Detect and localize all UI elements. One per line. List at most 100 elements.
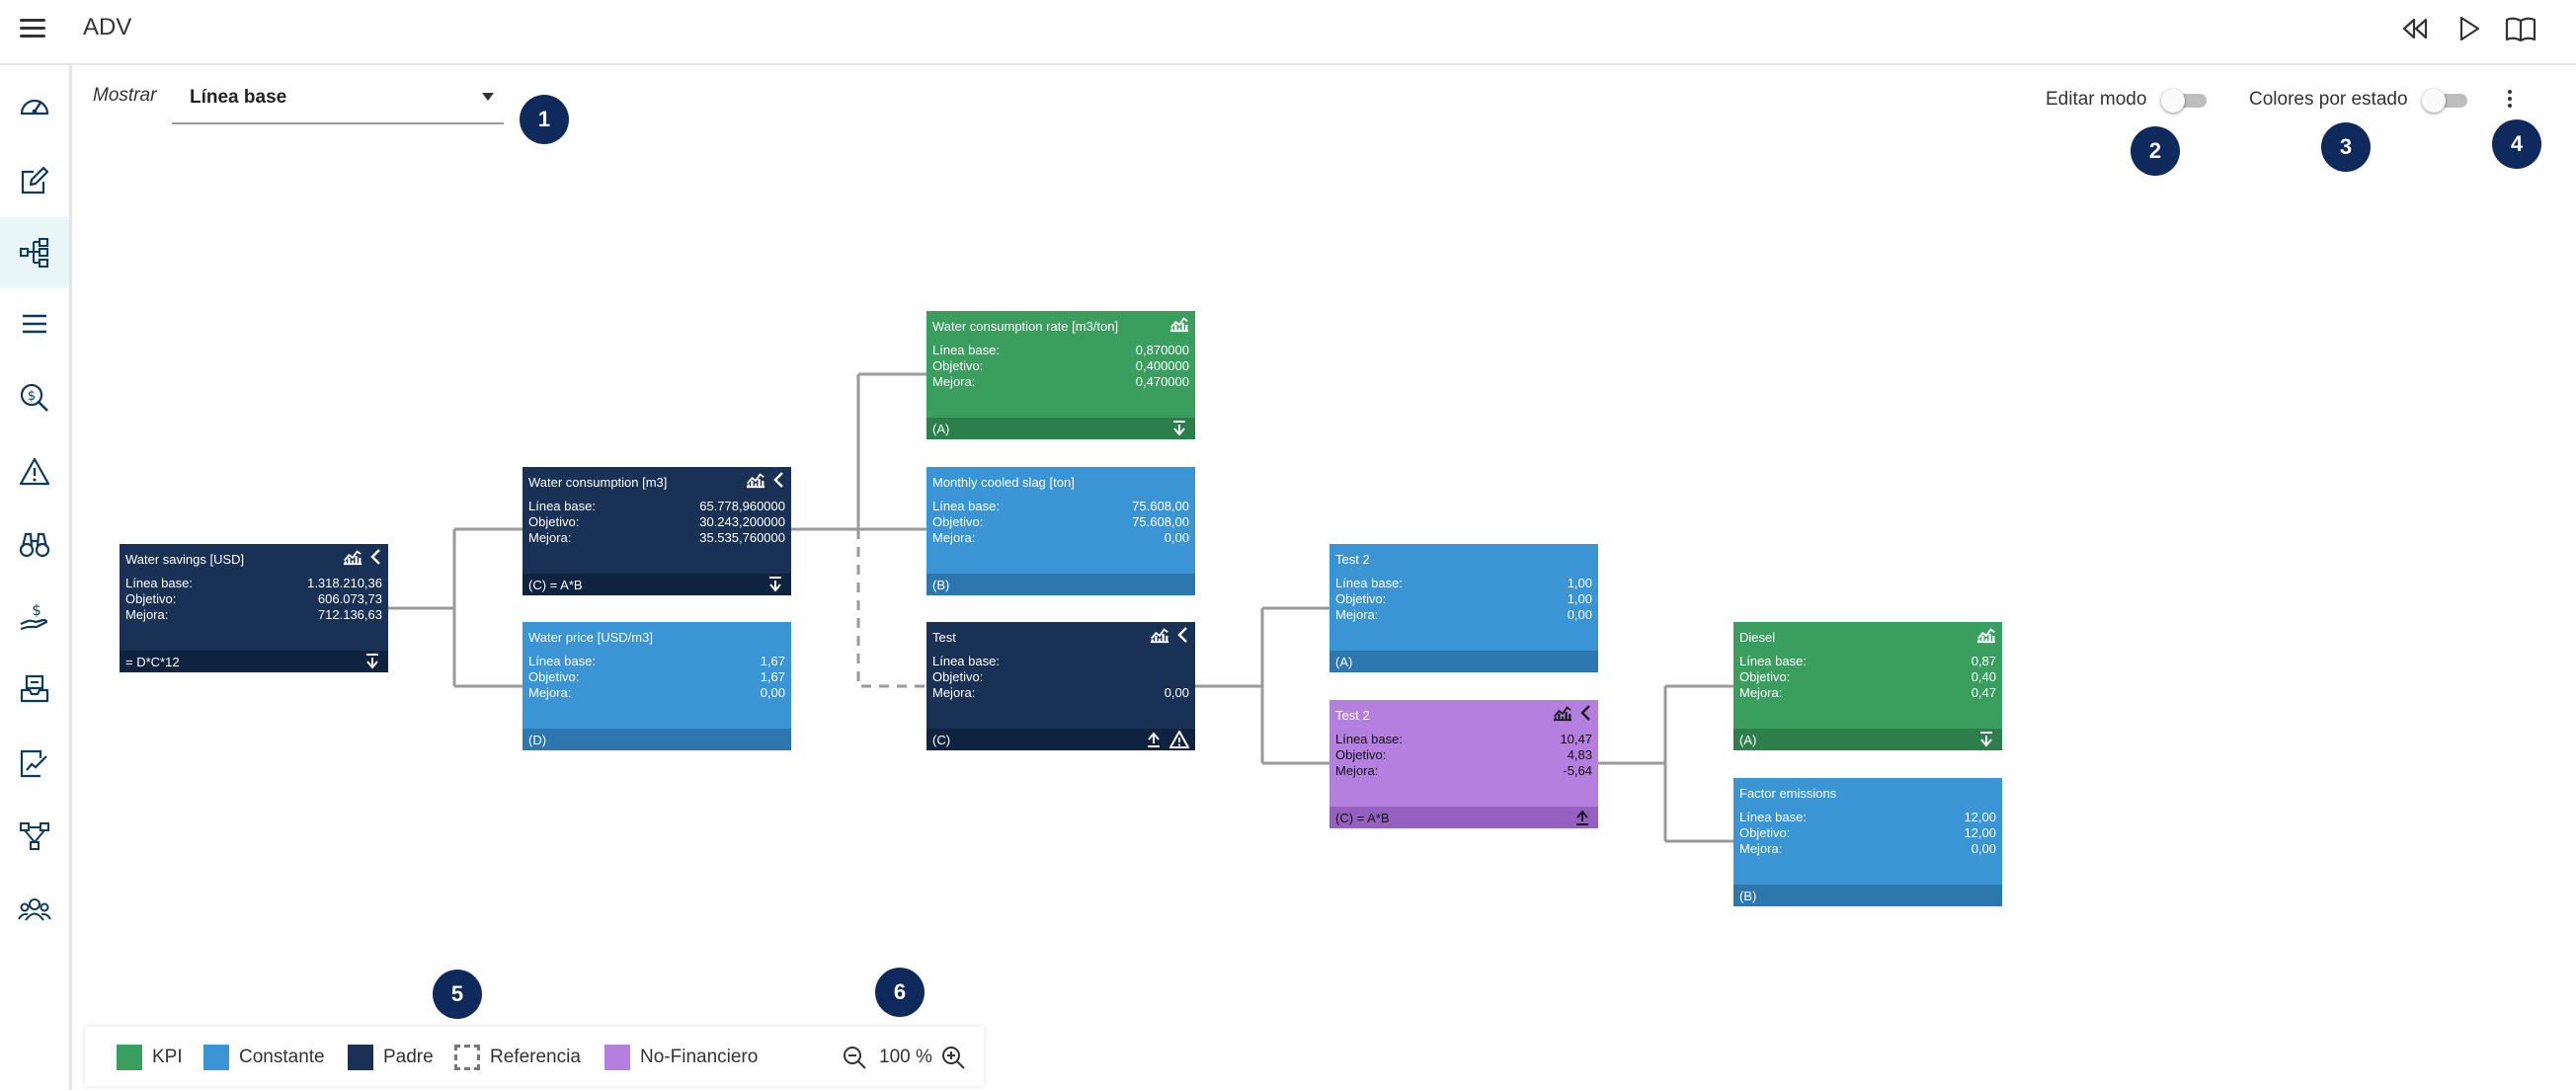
binoculars-icon: [19, 532, 50, 558]
sidebar-item-inbox[interactable]: [0, 654, 69, 725]
row-target: Objetivo: 75.608,00: [932, 514, 1189, 529]
sidebar-item-tree[interactable]: [0, 217, 69, 288]
node-diesel[interactable]: Diesel Línea base: 0,87 Objetivo: 0,40 Mej…: [1733, 622, 2002, 750]
list-icon: [23, 314, 46, 334]
node-footer: (B): [1733, 885, 2002, 906]
row-target: Objetivo: 30.243,200000: [528, 514, 785, 529]
legend-referencia: Referencia: [454, 1045, 581, 1070]
more-options-icon[interactable]: [2505, 87, 2515, 115]
node-title: Factor emissions: [1739, 786, 1837, 801]
collapse-down-icon[interactable]: [362, 653, 382, 670]
collapse-icon[interactable]: [771, 471, 785, 489]
inbox-icon: [20, 674, 49, 703]
row-improvement: Mejora: 0,00: [932, 530, 1189, 545]
chart-icon[interactable]: [1150, 626, 1169, 644]
row-baseline: Línea base:: [932, 654, 1000, 668]
badge-4: 4: [2492, 119, 2541, 169]
warning-icon[interactable]: [1169, 731, 1189, 748]
users-icon: [18, 898, 51, 921]
node-title: Water consumption rate [m3/ton]: [932, 319, 1119, 334]
node-footer: (A): [1329, 651, 1598, 672]
expand-up-icon[interactable]: [1572, 809, 1592, 826]
chart-icon[interactable]: [1553, 704, 1572, 722]
row-baseline: Línea base: 65.778,960000: [528, 499, 785, 513]
legend-bar: KPI Constante Padre Referencia No-Financ…: [85, 1027, 984, 1086]
legend-swatch-referencia: [454, 1045, 480, 1070]
search-money-icon: $: [20, 383, 48, 412]
hand-money-icon: $: [20, 601, 48, 631]
row-target: Objetivo: 606.073,73: [125, 591, 382, 606]
tree-icon: [20, 238, 48, 268]
row-improvement: Mejora: 0,00: [932, 685, 1189, 700]
node-test-2-constant[interactable]: Test 2 Línea base: 1,00 Objetivo: 1,00 Mej…: [1329, 544, 1598, 672]
chart-icon[interactable]: [343, 548, 362, 566]
row-improvement: Mejora: 0,00: [528, 685, 785, 700]
menu-icon[interactable]: [20, 14, 45, 41]
badge-5: 5: [433, 970, 482, 1019]
node-test-2-non-financial[interactable]: Test 2 Línea base: 10,47 Objetivo: 4,83 Me…: [1329, 700, 1598, 828]
collapse-down-icon[interactable]: [1169, 420, 1189, 437]
node-formula: (D): [528, 733, 547, 747]
node-footer: (C): [926, 729, 1195, 750]
legend-swatch-padre: [348, 1045, 373, 1070]
zoom-level: 100 %: [879, 1047, 932, 1067]
legend-no-financiero: No-Financiero: [604, 1045, 758, 1070]
sidebar-item-search-money[interactable]: $: [0, 362, 69, 433]
sidebar-item-edit[interactable]: [0, 145, 69, 216]
node-water-savings[interactable]: Water savings [USD] Línea base: 1.318.210…: [120, 544, 388, 672]
sidebar-item-list[interactable]: [0, 288, 69, 359]
chart-icon[interactable]: [746, 471, 765, 489]
node-footer: (C) = A*B: [523, 574, 791, 595]
node-formula: (C) = A*B: [1335, 811, 1390, 825]
row-target: Objetivo: 1,67: [528, 669, 785, 684]
legend-padre: Padre: [348, 1045, 434, 1070]
chart-icon[interactable]: [1976, 626, 1996, 644]
node-water-consumption-rate[interactable]: Water consumption rate [m3/ton] Línea ba…: [926, 311, 1195, 439]
zoom-out-icon[interactable]: [842, 1045, 867, 1070]
legend-kpi: KPI: [117, 1045, 183, 1070]
report-chart-icon: [20, 749, 47, 778]
collapse-icon[interactable]: [1578, 704, 1592, 722]
node-title: Monthly cooled slag [ton]: [932, 475, 1075, 490]
node-water-consumption[interactable]: Water consumption [m3] Línea base: 65.778…: [523, 467, 791, 595]
sidebar-item-binoculars[interactable]: [0, 508, 69, 580]
collapse-down-icon[interactable]: [1976, 731, 1996, 748]
sidebar-item-workflow[interactable]: [0, 801, 69, 872]
app-title: ADV: [83, 14, 132, 40]
sidebar-item-dashboard[interactable]: [0, 71, 69, 142]
node-formula: = D*C*12: [125, 655, 180, 669]
node-footer: (A): [926, 418, 1195, 439]
node-test[interactable]: Test Línea base: Objetivo: Mejora: 0,00 (…: [926, 622, 1195, 750]
expand-up-icon[interactable]: [1144, 731, 1164, 748]
sidebar-item-reports[interactable]: [0, 728, 69, 799]
node-formula: (A): [1335, 655, 1353, 669]
play-icon[interactable]: [2452, 12, 2485, 45]
colors-by-state-toggle[interactable]: [2422, 89, 2469, 113]
svg-text:$: $: [32, 601, 41, 619]
node-formula: (B): [1739, 889, 1757, 903]
chart-icon[interactable]: [1169, 315, 1189, 333]
row-improvement: Mejora: 0,470000: [932, 374, 1189, 389]
book-icon[interactable]: [2504, 12, 2537, 45]
edit-mode-toggle[interactable]: [2161, 89, 2209, 113]
row-target: Objetivo: 0,400000: [932, 358, 1189, 373]
zoom-in-icon[interactable]: [940, 1045, 966, 1070]
sidebar-item-users[interactable]: [0, 875, 69, 946]
node-water-price[interactable]: Water price [USD/m3] Línea base: 1,67 Obj…: [523, 622, 791, 750]
row-target: Objetivo: 1,00: [1335, 591, 1592, 606]
baseline-select[interactable]: Línea base: [172, 77, 504, 124]
node-title: Diesel: [1739, 630, 1776, 645]
node-title: Test: [932, 630, 956, 645]
node-factor-emissions[interactable]: Factor emissions Línea base: 12,00 Objeti…: [1733, 778, 2002, 906]
collapse-down-icon[interactable]: [765, 576, 785, 593]
chevron-down-icon: [482, 93, 494, 101]
node-monthly-cooled-slag[interactable]: Monthly cooled slag [ton] Línea base: 75.…: [926, 467, 1195, 595]
rewind-icon[interactable]: [2398, 12, 2432, 45]
row-improvement: Mejora: 0,00: [1335, 607, 1592, 622]
colors-by-state-label: Colores por estado: [2249, 89, 2408, 110]
sidebar-item-warnings[interactable]: [0, 436, 69, 507]
collapse-icon[interactable]: [1175, 626, 1189, 644]
collapse-icon[interactable]: [368, 548, 382, 566]
sidebar-item-hand-money[interactable]: $: [0, 581, 69, 652]
node-footer: (B): [926, 574, 1195, 595]
